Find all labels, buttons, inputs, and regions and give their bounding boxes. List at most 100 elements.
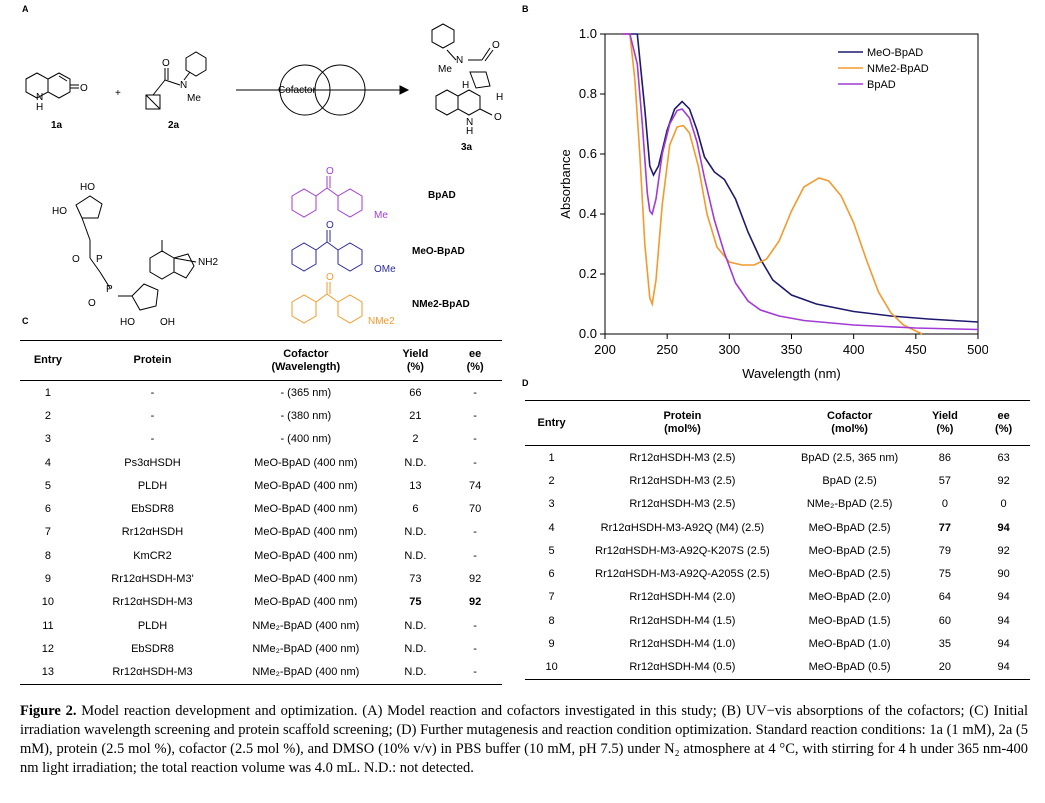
cell-cofactor: NMe₂-BpAD (400 nm)	[252, 666, 360, 679]
plot-frame	[604, 33, 979, 335]
col-entry: Entry	[537, 416, 566, 429]
cell-entry: 1	[44, 386, 51, 399]
cell-ee: -	[473, 409, 477, 422]
cell-ee: -	[473, 456, 477, 469]
atom-label: O	[326, 272, 334, 283]
cell-yield: N.D.	[404, 526, 427, 539]
legend-label: MeO-BpAD	[867, 47, 923, 59]
uv-vis-chart: 200 250 300 350 400 450 500 0.0 0.2 0.4 0.6 0.8 1.0 W…	[558, 26, 988, 381]
atom-label: H	[466, 126, 473, 137]
table-row: 3 Rr12αHSDH-M3 (2.5) NMe₂-BpAD (2.5) 0 0	[525, 493, 1030, 516]
cell-entry: 6	[44, 503, 51, 516]
cell-protein: -	[150, 386, 155, 399]
cell-cofactor: NMe₂-BpAD (400 nm)	[252, 642, 360, 655]
atom-label: O	[162, 58, 170, 69]
col-ee: ee (%)	[995, 410, 1013, 435]
cell-yield: 60	[938, 614, 952, 627]
table-row: 9 Rr12αHSDH-M3' MeO-BpAD (400 nm) 73 92	[20, 567, 502, 590]
cell-entry: 10	[41, 596, 55, 609]
cell-ee: 92	[468, 573, 482, 586]
x-tick-label: 500	[967, 342, 988, 357]
cell-cofactor: MeO-BpAD (400 nm)	[254, 549, 358, 562]
cell-entry: 1	[548, 451, 555, 464]
bpad-ring-2	[337, 188, 363, 218]
cell-ee: -	[473, 526, 477, 539]
cofactor-name-meo: MeO-BpAD	[412, 246, 465, 257]
x-tick-label: 300	[718, 342, 740, 357]
panel-letter-d: D	[522, 378, 529, 388]
cell-entry: 10	[545, 661, 558, 674]
x-tick-label: 450	[905, 342, 927, 357]
cell-cofactor: - (365 nm)	[280, 386, 332, 399]
caption-text: Model reaction development and optimizat…	[20, 703, 1029, 776]
cell-cofactor: MeO-BpAD (0.5)	[808, 661, 891, 674]
panel-letter-b: B	[522, 4, 529, 14]
cell-ee: 94	[997, 614, 1010, 627]
cell-protein: EbSDR8	[131, 503, 174, 516]
cell-ee: -	[473, 549, 477, 562]
cell-entry: 7	[548, 591, 555, 604]
panel-letter-c: C	[22, 316, 29, 326]
y-tick-label: 0.8	[579, 86, 597, 101]
y-tick-label: 0.0	[579, 326, 597, 341]
atom-label: NMe2	[368, 316, 395, 327]
cell-entry: 6	[548, 568, 555, 581]
cell-entry: 5	[44, 479, 51, 492]
table-row: 2 Rr12αHSDH-M3 (2.5) BpAD (2.5) 57 92	[525, 469, 1030, 492]
cell-protein: Rr12αHSDH-M3-A92Q-K207S (2.5)	[595, 544, 770, 557]
compound-3a-label: 3a	[461, 142, 473, 153]
compound-1a-label: 1a	[51, 120, 63, 131]
atom-label: P	[106, 284, 113, 295]
cell-yield: 75	[409, 596, 422, 609]
col-protein: Protein (mol%)	[663, 410, 702, 435]
plus-sign: +	[115, 88, 121, 99]
atom-label: N	[466, 117, 473, 128]
table-c: Entry Protein Cofactor (Wavelength) Yield…	[20, 340, 502, 685]
table-row: 8 KmCR2 MeO-BpAD (400 nm) N.D. -	[20, 544, 502, 567]
atom-label: N	[180, 80, 187, 91]
cell-cofactor: MeO-BpAD (2.5)	[808, 521, 891, 534]
legend-label: BpAD	[867, 79, 896, 91]
y-tick-label: 0.4	[579, 206, 597, 221]
panel-letter-a: A	[22, 4, 29, 14]
x-tick-label: 400	[843, 342, 865, 357]
cell-entry: 5	[548, 544, 555, 557]
cell-cofactor: BpAD (2.5, 365 nm)	[801, 451, 899, 464]
cell-yield: 21	[409, 409, 422, 422]
atom-label: O	[492, 40, 500, 51]
cell-cofactor: NMe₂-BpAD (2.5)	[806, 498, 893, 511]
cell-cofactor: MeO-BpAD (2.5)	[808, 568, 891, 581]
chart-axes: 200 250 300 350 400 450 500 0.0 0.2 0.4 0.6 0.8 1.0 W…	[558, 26, 988, 381]
cell-yield: 73	[409, 573, 422, 586]
cell-protein: KmCR2	[133, 549, 172, 562]
cell-yield: N.D.	[404, 642, 427, 655]
atom-label: O	[80, 83, 88, 94]
atom-label: O	[88, 298, 96, 309]
series-line-1	[622, 33, 923, 335]
bpad-ring-1	[291, 188, 317, 218]
cell-ee: 92	[997, 544, 1010, 557]
cell-cofactor: MeO-BpAD (400 nm)	[254, 526, 358, 539]
y-tick-label: 0.6	[579, 146, 597, 161]
phenyl-3a	[431, 23, 455, 49]
table-row: 5 Rr12αHSDH-M3-A92Q-K207S (2.5) MeO-BpAD (…	[525, 539, 1030, 562]
cell-ee: 94	[997, 638, 1010, 651]
cell-protein: EbSDR8	[131, 642, 174, 655]
cell-cofactor: MeO-BpAD (400 nm)	[254, 573, 358, 586]
table-row: 7 Rr12αHSDH MeO-BpAD (400 nm) N.D. -	[20, 521, 502, 544]
cell-cofactor: NMe₂-BpAD (400 nm)	[252, 619, 360, 632]
series-line-2	[622, 33, 979, 331]
table-row: 3 - - (400 nm) 2 -	[20, 428, 502, 451]
table-row: 11 PLDH NMe₂-BpAD (400 nm) N.D. -	[20, 614, 502, 637]
cell-yield: 64	[938, 591, 952, 604]
col-cofactor: Cofactor (Wavelength)	[271, 347, 341, 373]
cell-protein: -	[150, 409, 155, 422]
col-yield: Yield (%)	[402, 347, 429, 373]
compound-2a-label: 2a	[168, 120, 180, 131]
x-axis-label: Wavelength (nm)	[742, 366, 841, 381]
purine-5	[173, 253, 195, 279]
cell-entry: 13	[41, 666, 55, 679]
cell-cofactor: MeO-BpAD (400 nm)	[254, 456, 358, 469]
figure-caption: Figure 2. Model reaction development and…	[20, 702, 1028, 778]
atom-label: OH	[160, 317, 175, 328]
